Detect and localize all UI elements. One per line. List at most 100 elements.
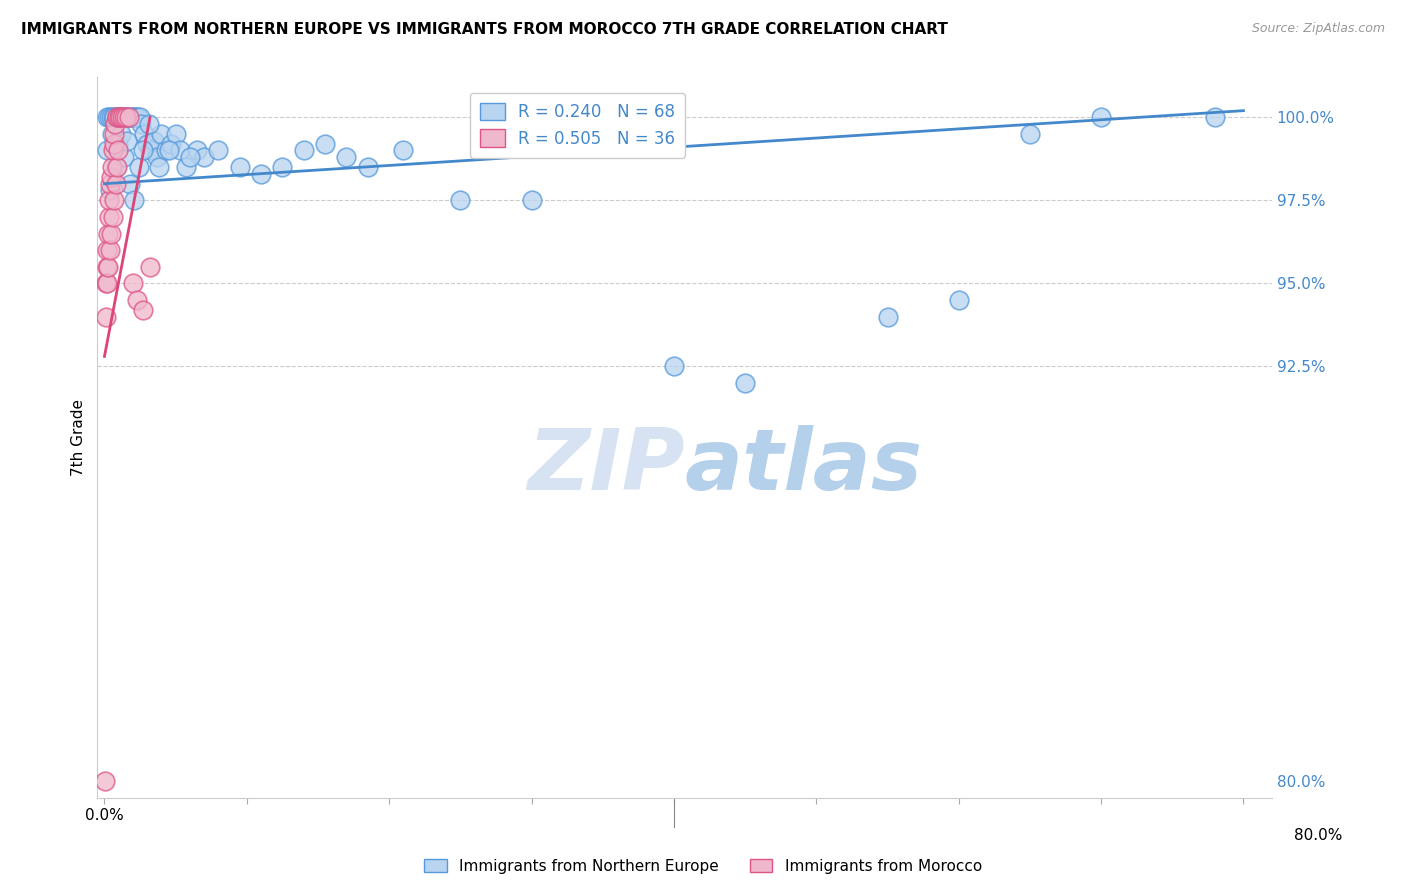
Point bbox=[107, 110, 129, 124]
Point bbox=[112, 110, 135, 124]
Point bbox=[143, 134, 166, 148]
Point bbox=[132, 144, 155, 158]
Point bbox=[449, 194, 471, 208]
Point bbox=[124, 110, 146, 124]
Point bbox=[592, 127, 614, 141]
Point bbox=[136, 136, 159, 151]
Point bbox=[127, 293, 149, 307]
Point bbox=[155, 144, 177, 158]
Point bbox=[357, 160, 380, 174]
Point bbox=[117, 110, 139, 124]
Point bbox=[103, 136, 125, 151]
Point bbox=[118, 110, 141, 124]
Point bbox=[104, 177, 127, 191]
Point bbox=[122, 277, 145, 291]
Point bbox=[98, 243, 121, 257]
Text: 80.0%: 80.0% bbox=[1295, 828, 1343, 843]
Point bbox=[112, 110, 135, 124]
Point bbox=[110, 110, 132, 124]
Point bbox=[100, 227, 122, 241]
Point bbox=[105, 110, 128, 124]
Point bbox=[98, 194, 121, 208]
Point bbox=[292, 144, 315, 158]
Point bbox=[100, 160, 122, 174]
Point bbox=[97, 110, 120, 124]
Point bbox=[104, 160, 127, 174]
Point bbox=[103, 127, 125, 141]
Point bbox=[131, 117, 153, 131]
Point bbox=[169, 144, 191, 158]
Point bbox=[107, 110, 129, 124]
Point bbox=[520, 194, 543, 208]
Point bbox=[103, 110, 125, 124]
Point bbox=[160, 136, 183, 151]
Point bbox=[94, 774, 117, 789]
Point bbox=[138, 117, 160, 131]
Point bbox=[115, 134, 138, 148]
Point bbox=[108, 110, 131, 124]
Point bbox=[96, 277, 118, 291]
Point bbox=[128, 160, 150, 174]
Point bbox=[114, 110, 136, 124]
Point bbox=[150, 127, 173, 141]
Point bbox=[121, 110, 143, 124]
Point bbox=[1018, 127, 1040, 141]
Point bbox=[250, 167, 273, 181]
Point bbox=[108, 110, 131, 124]
Point bbox=[97, 260, 120, 274]
Point bbox=[165, 127, 187, 141]
Point bbox=[110, 127, 132, 141]
Point bbox=[139, 144, 162, 158]
Point bbox=[100, 110, 122, 124]
Point bbox=[94, 310, 117, 324]
Point bbox=[118, 110, 141, 124]
Point bbox=[193, 150, 215, 164]
Point bbox=[207, 144, 229, 158]
Point bbox=[335, 150, 357, 164]
Point bbox=[392, 144, 415, 158]
Point bbox=[662, 359, 685, 374]
Point bbox=[105, 160, 128, 174]
Text: Source: ZipAtlas.com: Source: ZipAtlas.com bbox=[1251, 22, 1385, 36]
Point bbox=[101, 210, 124, 224]
Point bbox=[228, 160, 250, 174]
Point bbox=[134, 127, 156, 141]
Point bbox=[104, 117, 127, 131]
Point bbox=[105, 110, 128, 124]
Point bbox=[179, 150, 201, 164]
Point bbox=[96, 243, 118, 257]
Text: IMMIGRANTS FROM NORTHERN EUROPE VS IMMIGRANTS FROM MOROCCO 7TH GRADE CORRELATION: IMMIGRANTS FROM NORTHERN EUROPE VS IMMIG… bbox=[21, 22, 948, 37]
Point bbox=[97, 210, 120, 224]
Point bbox=[103, 194, 125, 208]
Point bbox=[112, 150, 135, 164]
Point bbox=[186, 144, 208, 158]
Point bbox=[1204, 110, 1226, 124]
Point bbox=[98, 177, 121, 191]
Point bbox=[148, 160, 170, 174]
Point bbox=[125, 110, 148, 124]
Point bbox=[100, 170, 122, 185]
Point bbox=[120, 177, 142, 191]
Point bbox=[1090, 110, 1112, 124]
Point bbox=[314, 136, 336, 151]
Point bbox=[271, 160, 294, 174]
Point bbox=[101, 144, 124, 158]
Point bbox=[876, 310, 898, 324]
Point bbox=[132, 302, 155, 317]
Point bbox=[107, 144, 129, 158]
Point bbox=[114, 110, 136, 124]
Legend: Immigrants from Northern Europe, Immigrants from Morocco: Immigrants from Northern Europe, Immigra… bbox=[418, 853, 988, 880]
Y-axis label: 7th Grade: 7th Grade bbox=[72, 400, 86, 476]
Point bbox=[98, 183, 121, 197]
Point bbox=[122, 110, 145, 124]
Legend: R = 0.240   N = 68, R = 0.505   N = 36: R = 0.240 N = 68, R = 0.505 N = 36 bbox=[470, 93, 685, 158]
Point bbox=[734, 376, 756, 390]
Text: ZIP: ZIP bbox=[527, 425, 685, 508]
Point bbox=[127, 110, 149, 124]
Point bbox=[129, 110, 152, 124]
Point bbox=[101, 127, 124, 141]
Point bbox=[96, 144, 118, 158]
Point bbox=[96, 110, 118, 124]
Point bbox=[94, 277, 117, 291]
Point bbox=[101, 110, 124, 124]
